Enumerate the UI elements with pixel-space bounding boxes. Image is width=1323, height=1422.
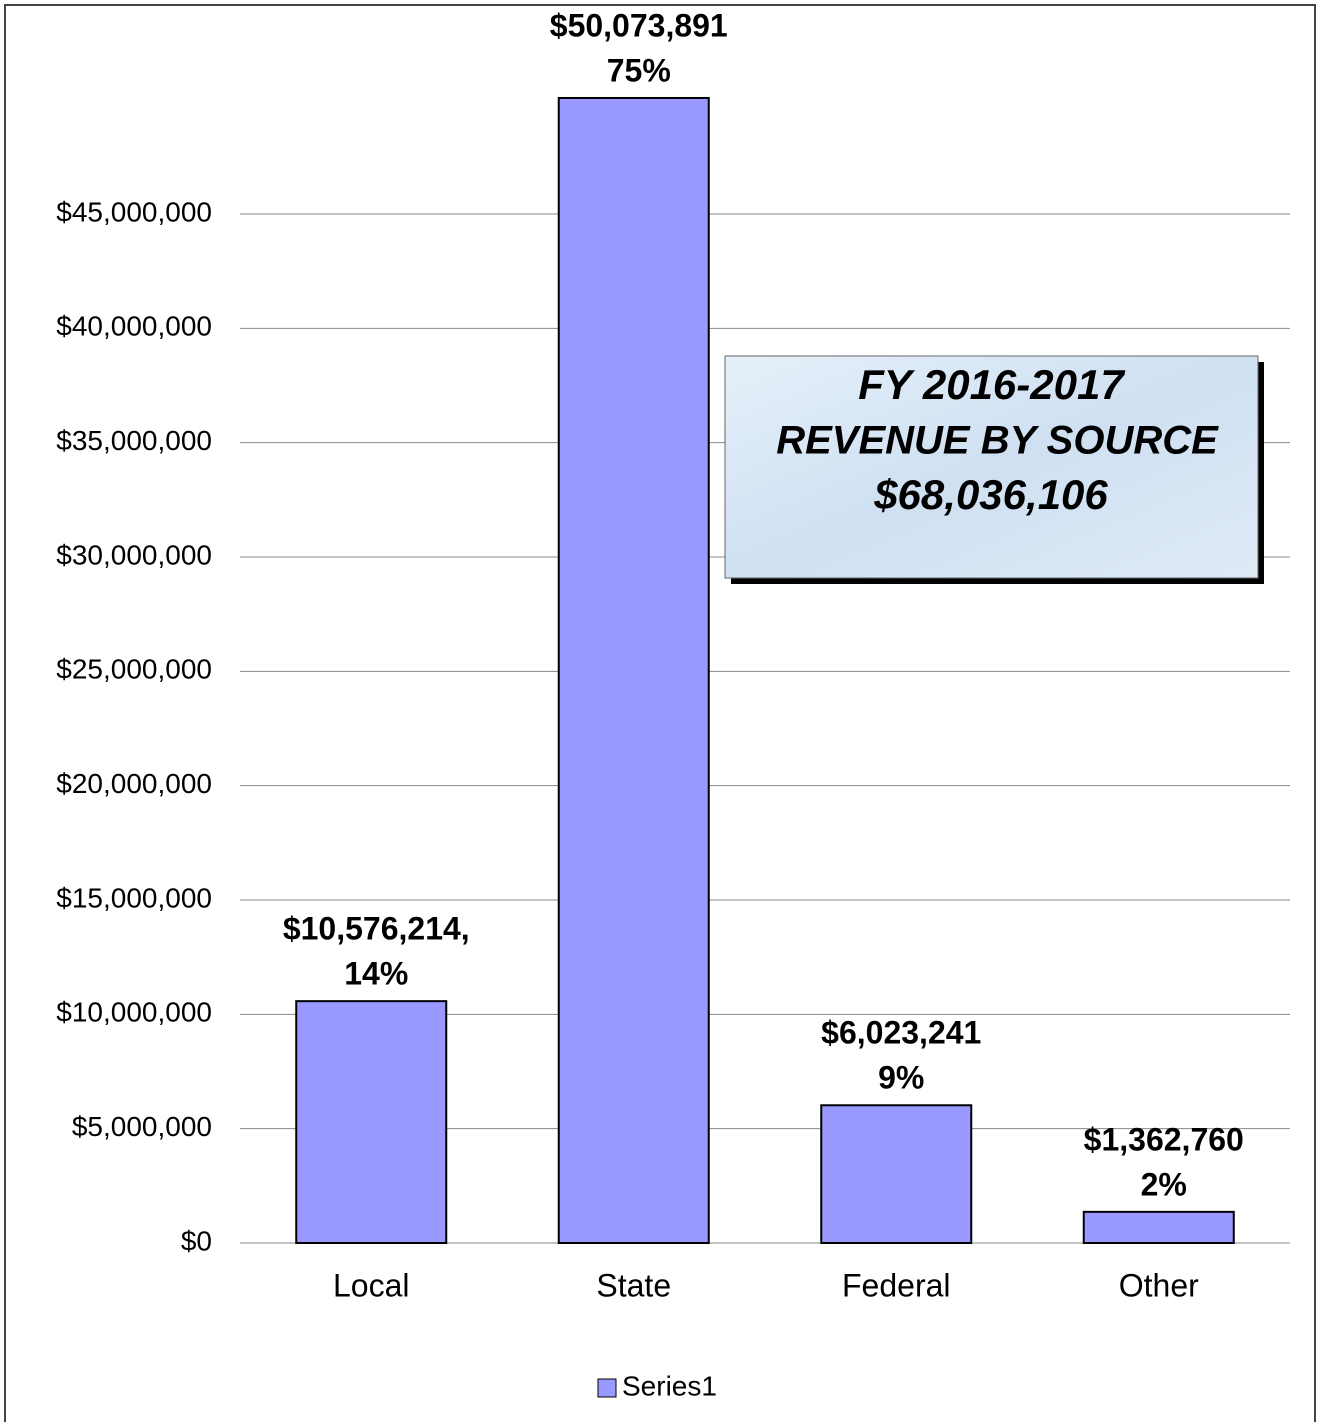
x-tick-label: Other bbox=[1119, 1267, 1199, 1303]
y-tick-label: $5,000,000 bbox=[72, 1111, 212, 1142]
y-tick-label: $35,000,000 bbox=[56, 425, 212, 456]
legend-swatch bbox=[597, 1378, 617, 1398]
bar bbox=[557, 96, 710, 1244]
data-label: $50,073,891 bbox=[550, 7, 728, 43]
y-tick-label: $40,000,000 bbox=[56, 311, 212, 342]
plot: $0 $5,000,000 $10,000,000 $15,000,000 $20,00… bbox=[56, 7, 1290, 1401]
y-tick-label: $45,000,000 bbox=[56, 196, 212, 227]
data-label: $10,576,214, bbox=[283, 911, 470, 947]
annotation-line: FY 2016-2017 bbox=[858, 361, 1125, 408]
bar bbox=[295, 1000, 448, 1244]
x-tick-label: Federal bbox=[842, 1267, 951, 1303]
data-label: $6,023,241 bbox=[821, 1015, 981, 1051]
x-tick-label: Local bbox=[333, 1267, 410, 1303]
y-tick-label: $20,000,000 bbox=[56, 768, 212, 799]
data-label-percent: 14% bbox=[344, 956, 408, 992]
annotation-line: REVENUE BY SOURCE bbox=[776, 419, 1219, 463]
legend-label: Series1 bbox=[622, 1370, 717, 1401]
y-tick-label: $10,000,000 bbox=[56, 997, 212, 1028]
data-label: $1,362,760 bbox=[1084, 1121, 1244, 1157]
bar bbox=[1082, 1210, 1235, 1245]
data-label-percent: 9% bbox=[878, 1060, 924, 1096]
annotation-box bbox=[724, 355, 1259, 579]
y-tick-label: $30,000,000 bbox=[56, 539, 212, 570]
y-tick-label: $0 bbox=[181, 1225, 212, 1256]
data-label-percent: 2% bbox=[1141, 1166, 1187, 1202]
x-tick-label: State bbox=[596, 1267, 671, 1303]
annotation-line: $68,036,106 bbox=[873, 471, 1108, 518]
data-label-percent: 75% bbox=[607, 52, 671, 88]
y-tick-label: $15,000,000 bbox=[56, 882, 212, 913]
y-tick-label: $25,000,000 bbox=[56, 654, 212, 685]
bar bbox=[820, 1104, 973, 1244]
